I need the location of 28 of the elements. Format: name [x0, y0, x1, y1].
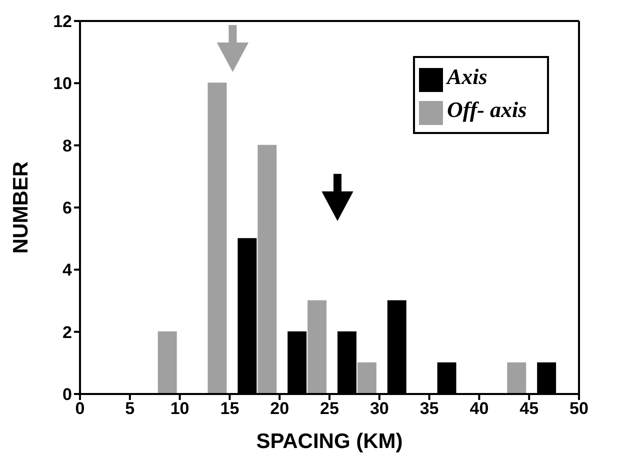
bar	[357, 362, 376, 394]
y-tick-label: 10	[53, 74, 72, 94]
bar	[258, 144, 277, 394]
y-tick-label: 0	[62, 385, 72, 404]
y-tick-label: 8	[62, 136, 72, 156]
bar	[308, 300, 327, 394]
bar	[208, 82, 227, 394]
legend-label: Off- axis	[447, 97, 527, 122]
x-tick-label: 35	[420, 399, 439, 418]
legend-label: Axis	[447, 64, 488, 89]
y-tick-label: 4	[62, 260, 73, 280]
x-tick-label: 50	[570, 399, 588, 418]
y-axis-title: NUMBER	[9, 161, 32, 254]
bar	[158, 331, 177, 394]
x-tick-label: 25	[320, 399, 339, 418]
x-tick-label: 15	[220, 399, 240, 418]
y-tick-label: 12	[53, 12, 72, 32]
x-tick-label: 10	[170, 399, 190, 418]
x-tick-label: 45	[520, 399, 539, 418]
x-tick-label: 0	[75, 399, 85, 418]
x-tick-label: 5	[125, 399, 135, 418]
x-tick-label: 40	[470, 399, 489, 418]
y-tick-label: 6	[62, 198, 72, 218]
x-tick-label: 20	[270, 399, 290, 418]
y-tick-label: 2	[62, 322, 72, 342]
bar	[507, 362, 526, 394]
x-axis-title: SPACING (KM)	[256, 430, 403, 453]
x-tick-label: 30	[370, 399, 389, 418]
